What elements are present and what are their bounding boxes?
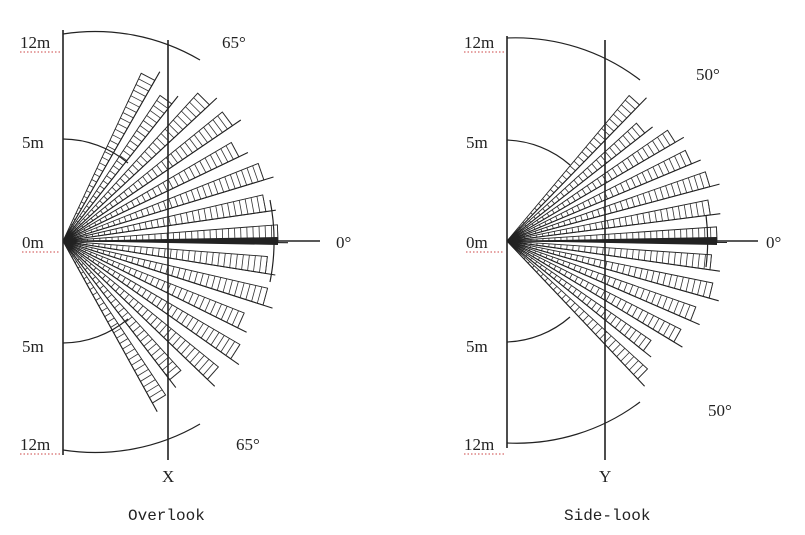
- overlook-arc-5m-top: [62, 138, 129, 164]
- side-look-zone-13-hatch: [519, 253, 648, 380]
- side-look-zone-12-hatch: [520, 251, 652, 352]
- overlook-ray-4: [62, 119, 242, 242]
- overlook-angle-bottom-label: 65°: [236, 435, 260, 454]
- side-look-ray-4: [506, 159, 701, 242]
- overlook-ray-11: [62, 240, 247, 333]
- side-look-center-beam: [507, 237, 717, 245]
- overlook-ray-7: [62, 209, 276, 242]
- overlook-zone-15: [62, 240, 167, 404]
- overlook-ray-2: [62, 95, 179, 242]
- overlook-center-beam: [63, 237, 278, 245]
- overlook-ray-10: [62, 240, 273, 309]
- overlook-zone-5-hatch: [78, 142, 240, 234]
- overlook-zone-1-hatch: [70, 72, 155, 226]
- overlook-label-0m: 0m: [22, 233, 44, 252]
- side-look-arc-12m-top: [506, 37, 641, 81]
- side-look-ray-10: [506, 240, 700, 326]
- overlook-zone-3-hatch: [74, 92, 210, 229]
- overlook-zone-9-hatch: [80, 242, 268, 274]
- overlook-detection-fan: [62, 71, 289, 412]
- side-look-ray-11: [506, 240, 683, 348]
- overlook-zone-4-hatch: [76, 111, 233, 232]
- overlook-zone-14-hatch: [73, 254, 182, 381]
- overlook-caption: Overlook: [128, 507, 205, 525]
- side-look-zero-degree-label: 0°: [766, 233, 781, 252]
- side-look-angle-bottom-label: 50°: [708, 401, 732, 420]
- side-look-ray-1: [506, 97, 647, 242]
- side-look-label-12m-top: 12m: [464, 33, 494, 52]
- side-look-zone-5: [506, 171, 711, 242]
- overlook-label-12m-top: 12m: [20, 33, 50, 52]
- side-look-zone-10-hatch: [523, 246, 697, 321]
- overlook-ray-5: [62, 152, 249, 242]
- overlook-label-5m-bottom: 5m: [22, 337, 44, 356]
- overlook-ray-9: [62, 240, 276, 276]
- side-look-zone-2-hatch: [520, 122, 646, 231]
- side-look-caption: Side-look: [564, 507, 650, 525]
- side-look-detection-fan: [506, 94, 728, 387]
- overlook-arc-12m-top: [62, 30, 201, 61]
- overlook-ray-6: [62, 176, 274, 242]
- overlook-ray-13: [62, 240, 216, 387]
- overlook-ray-14: [62, 240, 177, 388]
- overlook-panel: 12m 5m 0m 5m 12m 65° 65° 0° X Overlook: [20, 30, 351, 525]
- overlook-zone-2-hatch: [72, 95, 173, 228]
- side-look-zone-8-hatch: [524, 242, 712, 270]
- side-look-label-12m-bottom: 12m: [464, 435, 494, 454]
- side-look-ray-6: [506, 213, 721, 242]
- side-look-zone-4-hatch: [522, 150, 692, 235]
- side-look-label-5m-bottom: 5m: [466, 337, 488, 356]
- overlook-ray-12: [62, 240, 240, 366]
- overlook-ray-1: [62, 71, 161, 242]
- overlook-zone-10-hatch: [79, 244, 268, 306]
- overlook-zone-14: [62, 240, 182, 381]
- side-look-ray-5: [506, 183, 720, 242]
- side-look-axis-label: Y: [599, 467, 611, 486]
- side-look-ray-8: [506, 240, 720, 272]
- side-look-zone-6-hatch: [524, 199, 711, 239]
- side-look-zone-11-hatch: [522, 249, 682, 343]
- overlook-label-5m-top: 5m: [22, 133, 44, 152]
- overlook-zone-7-hatch: [80, 194, 267, 239]
- side-look-label-5m-top: 5m: [466, 133, 488, 152]
- side-look-zone-13: [506, 240, 649, 380]
- side-look-arc-12m-bottom: [506, 401, 641, 444]
- overlook-angle-top-label: 65°: [222, 33, 246, 52]
- side-look-arc-5m-top: [506, 139, 571, 166]
- overlook-zone-12-hatch: [77, 249, 241, 360]
- side-look-zone-5-hatch: [523, 171, 711, 237]
- side-look-angle-top-label: 50°: [696, 65, 720, 84]
- side-look-ray-12: [506, 240, 652, 358]
- overlook-zone-11-hatch: [79, 247, 245, 328]
- side-look-ray-13: [506, 240, 645, 387]
- side-look-zone-3-hatch: [521, 129, 676, 233]
- overlook-ray-3: [62, 97, 218, 242]
- side-look-panel: 12m 5m 0m 5m 12m 50° 50° 0° Y Side-look: [464, 33, 781, 525]
- side-look-ray-3: [506, 136, 685, 242]
- overlook-ray-15: [62, 240, 158, 412]
- overlook-arc-12m-bottom: [62, 423, 201, 454]
- overlook-label-12m-bottom: 12m: [20, 435, 50, 454]
- side-look-label-0m: 0m: [466, 233, 488, 252]
- overlook-zone-13-hatch: [75, 252, 219, 380]
- overlook-zone-6-hatch: [79, 163, 265, 236]
- overlook-arc-5m-bottom: [62, 318, 129, 344]
- overlook-zero-degree-label: 0°: [336, 233, 351, 252]
- overlook-axis-label: X: [162, 467, 174, 486]
- side-look-ray-9: [506, 240, 719, 302]
- side-look-ray-2: [506, 126, 653, 242]
- side-look-arc-5m-bottom: [506, 316, 571, 343]
- side-look-zone-9-hatch: [523, 244, 714, 299]
- overlook-zone-15-hatch: [71, 256, 166, 404]
